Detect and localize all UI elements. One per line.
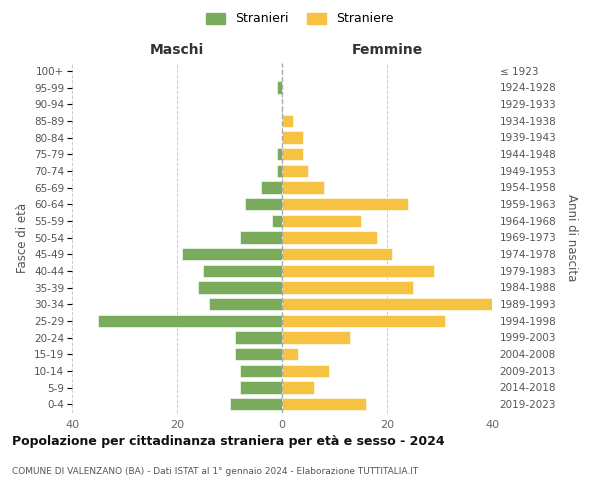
Bar [282, 314, 445, 327]
Bar [277, 148, 282, 160]
Bar [277, 81, 282, 94]
Bar [209, 298, 282, 310]
Bar [240, 364, 282, 377]
Bar [229, 398, 282, 410]
Bar [282, 164, 308, 177]
Bar [240, 381, 282, 394]
Bar [282, 281, 413, 293]
Bar [235, 348, 282, 360]
Bar [282, 231, 377, 244]
Bar [261, 181, 282, 194]
Bar [240, 231, 282, 244]
Bar [282, 181, 324, 194]
Bar [271, 214, 282, 227]
Bar [203, 264, 282, 277]
Bar [282, 348, 298, 360]
Bar [282, 398, 366, 410]
Bar [282, 148, 303, 160]
Bar [282, 114, 293, 127]
Bar [282, 381, 314, 394]
Legend: Stranieri, Straniere: Stranieri, Straniere [203, 8, 397, 29]
Text: Femmine: Femmine [352, 44, 422, 58]
Text: Maschi: Maschi [150, 44, 204, 58]
Y-axis label: Anni di nascita: Anni di nascita [565, 194, 578, 281]
Bar [182, 248, 282, 260]
Text: Popolazione per cittadinanza straniera per età e sesso - 2024: Popolazione per cittadinanza straniera p… [12, 435, 445, 448]
Bar [282, 364, 329, 377]
Bar [282, 298, 492, 310]
Bar [282, 248, 392, 260]
Bar [235, 331, 282, 344]
Bar [98, 314, 282, 327]
Text: COMUNE DI VALENZANO (BA) - Dati ISTAT al 1° gennaio 2024 - Elaborazione TUTTITAL: COMUNE DI VALENZANO (BA) - Dati ISTAT al… [12, 468, 418, 476]
Bar [282, 331, 350, 344]
Bar [282, 214, 361, 227]
Bar [245, 198, 282, 210]
Bar [282, 131, 303, 144]
Bar [198, 281, 282, 293]
Bar [277, 164, 282, 177]
Bar [282, 198, 408, 210]
Bar [282, 264, 434, 277]
Y-axis label: Fasce di età: Fasce di età [16, 202, 29, 272]
